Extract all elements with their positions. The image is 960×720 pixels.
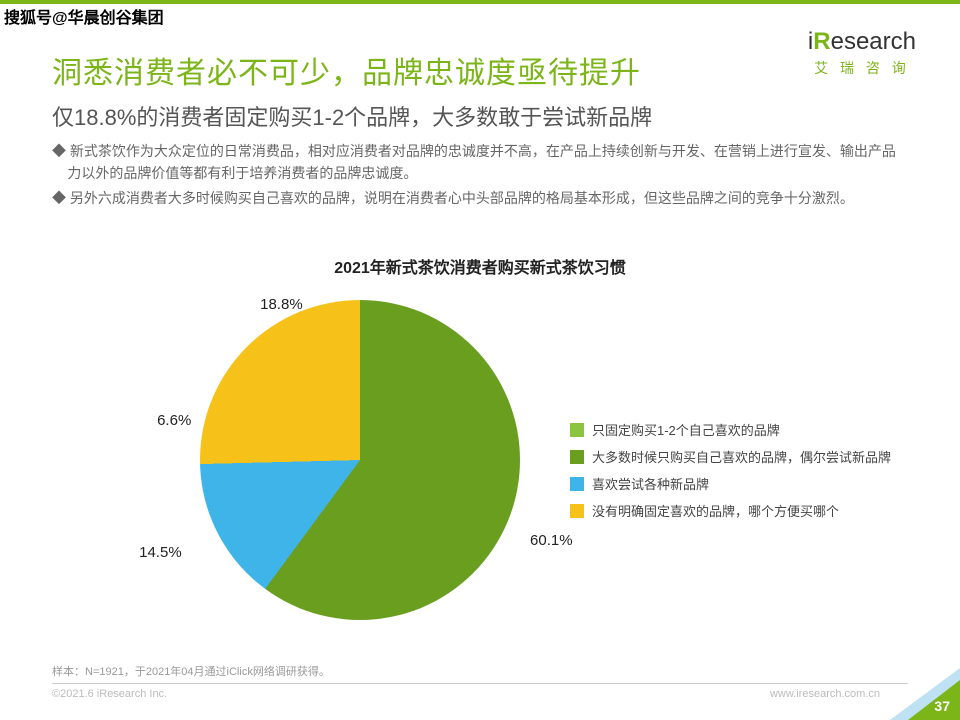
bullet-list: ◆ 新式茶饮作为大众定位的日常消费品，相对应消费者对品牌的忠诚度并不高，在产品上… bbox=[52, 140, 908, 211]
logo-bold: R bbox=[813, 28, 830, 55]
slice-label-2: 14.5% bbox=[139, 544, 182, 561]
legend-swatch-icon bbox=[570, 423, 584, 437]
pie-graphic bbox=[200, 300, 520, 620]
legend-label: 没有明确固定喜欢的品牌，哪个方便买哪个 bbox=[592, 501, 839, 520]
page-number: 37 bbox=[934, 698, 950, 714]
legend-label: 喜欢尝试各种新品牌 bbox=[592, 474, 709, 493]
page-title: 洞悉消费者必不可少，品牌忠诚度亟待提升 bbox=[52, 48, 641, 92]
bullet-item: ◆ 另外六成消费者大多时候购买自己喜欢的品牌，说明在消费者心中头部品牌的格局基本… bbox=[67, 187, 908, 209]
chart-title: 2021年新式茶饮消费者购买新式茶饮习惯 bbox=[0, 254, 960, 278]
legend-item: 大多数时候只购买自己喜欢的品牌，偶尔尝试新品牌 bbox=[570, 447, 891, 466]
legend-label: 只固定购买1-2个自己喜欢的品牌 bbox=[592, 420, 780, 439]
legend-label: 大多数时候只购买自己喜欢的品牌，偶尔尝试新品牌 bbox=[592, 447, 891, 466]
logo-main: iResearch bbox=[808, 28, 916, 56]
logo-sub: 艾 瑞 咨 询 bbox=[808, 58, 916, 78]
sample-note: 样本：N=1921，于2021年04月通过iClick网络调研获得。 bbox=[52, 663, 908, 684]
legend-item: 只固定购买1-2个自己喜欢的品牌 bbox=[570, 420, 891, 439]
legend-swatch-icon bbox=[570, 450, 584, 464]
watermark: 搜狐号@华晨创谷集团 bbox=[4, 4, 164, 28]
pie-wrap bbox=[200, 300, 520, 620]
page-subtitle: 仅18.8%的消费者固定购买1-2个品牌，大多数敢于尝试新品牌 bbox=[52, 100, 652, 132]
pie-chart: 18.8% 60.1% 14.5% 6.6% 只固定购买1-2个自己喜欢的品牌 … bbox=[0, 280, 960, 660]
iresearch-logo: iResearch 艾 瑞 咨 询 bbox=[808, 28, 916, 78]
slice-label-0: 18.8% bbox=[260, 296, 303, 313]
legend-swatch-icon bbox=[570, 477, 584, 491]
site-url: www.iresearch.com.cn bbox=[770, 688, 880, 700]
legend-swatch-icon bbox=[570, 504, 584, 518]
bullet-item: ◆ 新式茶饮作为大众定位的日常消费品，相对应消费者对品牌的忠诚度并不高，在产品上… bbox=[67, 140, 908, 185]
slice-label-1: 60.1% bbox=[530, 532, 573, 549]
logo-post: esearch bbox=[831, 28, 916, 55]
legend: 只固定购买1-2个自己喜欢的品牌 大多数时候只购买自己喜欢的品牌，偶尔尝试新品牌… bbox=[570, 420, 891, 528]
legend-item: 没有明确固定喜欢的品牌，哪个方便买哪个 bbox=[570, 501, 891, 520]
legend-item: 喜欢尝试各种新品牌 bbox=[570, 474, 891, 493]
slice-label-3: 6.6% bbox=[157, 412, 191, 429]
